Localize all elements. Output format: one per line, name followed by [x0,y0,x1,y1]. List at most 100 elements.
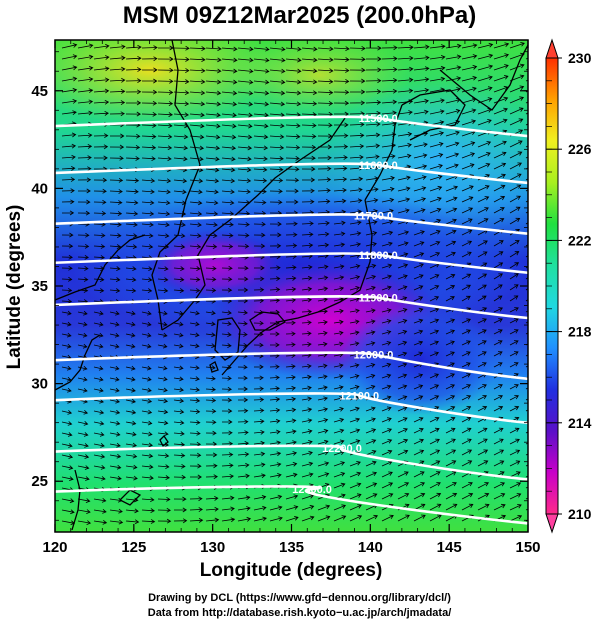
wind-arrow [173,332,184,338]
wind-arrow [157,101,174,106]
wind-arrow [317,101,334,106]
wind-arrow [205,211,219,217]
wind-arrow [93,399,104,404]
wind-arrow [429,373,440,379]
wind-arrow [413,438,425,445]
x-tick-label: 120 [42,539,67,556]
wind-arrow [61,188,75,194]
wind-arrow [221,364,232,370]
wind-arrow [173,398,185,404]
wind-arrow [397,340,408,346]
wind-arrow [157,332,168,338]
wind-arrow [253,156,268,162]
wind-arrow [381,319,392,324]
wind-arrow [125,211,139,217]
wind-arrow [109,475,122,481]
wind-arrow [461,108,477,115]
wind-arrow [301,90,318,96]
wind-arrow [509,262,520,269]
wind-arrow [269,386,280,391]
colorbar-tick-label: 222 [568,232,592,248]
wind-arrow [141,45,158,51]
wind-arrow [349,209,363,215]
wind-arrow [333,341,344,347]
wind-arrow [109,431,121,437]
wind-arrow [461,240,473,247]
wind-arrow [397,514,410,522]
wind-arrow [221,441,234,447]
wind-arrow [461,152,476,159]
wind-arrow [333,461,346,467]
wind-arrow [445,130,460,137]
wind-arrow [237,419,249,425]
wind-arrow [285,188,299,194]
wind-arrow [477,405,488,412]
wind-arrow [493,340,503,346]
wind-arrow [509,140,523,148]
wind-arrow [381,175,395,181]
wind-arrow [285,232,298,238]
wind-arrow [445,87,461,93]
wind-arrow [349,341,360,347]
wind-arrow [61,365,72,371]
wind-arrow [349,461,361,467]
wind-arrow [493,427,504,434]
wind-arrow [269,429,281,435]
wind-arrow [333,264,345,270]
wind-arrow [365,285,376,291]
wind-arrow [333,472,346,478]
wind-arrow [221,276,233,282]
wind-arrow [253,134,269,140]
wind-arrow [173,507,187,513]
wind-arrow [397,186,411,192]
wind-arrow [461,141,476,148]
wind-arrow [413,492,426,500]
wind-arrow [189,46,206,51]
wind-arrow [461,163,475,170]
wind-arrow [173,463,186,469]
wind-arrow [77,77,94,82]
wind-arrow [493,96,509,104]
wind-arrow [189,112,205,118]
wind-arrow [397,449,409,456]
wind-arrow [317,133,333,139]
wind-arrow [397,329,408,335]
wind-arrow [237,90,254,96]
wind-arrow [61,99,78,104]
wind-arrow [173,343,184,349]
wind-arrow [125,189,139,194]
wind-arrow [333,417,345,423]
wind-arrow [349,374,360,379]
wind-arrow [237,178,252,184]
wind-arrow [61,254,73,260]
wind-arrow [205,90,222,96]
wind-arrow [205,310,216,316]
wind-arrow [349,330,360,336]
wind-arrow [413,153,428,159]
wind-arrow [365,439,377,445]
wind-arrow [125,89,142,95]
wind-arrow [189,463,202,469]
wind-arrow [61,321,72,327]
wind-arrow [189,507,203,513]
wind-arrow [77,166,92,172]
wind-arrow [413,384,424,390]
wind-arrow [477,75,493,82]
wind-arrow [445,251,456,258]
wind-arrow [93,410,105,415]
wind-arrow [301,440,313,445]
wind-arrow [173,277,185,282]
wind-arrow [141,244,154,250]
wind-arrow [493,240,504,247]
wind-arrow [205,452,218,458]
wind-arrow [157,266,169,272]
wind-arrow [93,321,104,327]
wind-arrow [157,518,172,524]
wind-arrow [509,284,519,291]
wind-arrow [93,443,105,448]
wind-arrow [493,107,508,115]
contour-labels: 11500.0 11600.0 11700.0 11800.0 11900.0 12000… [292,113,398,496]
wind-arrow [461,395,472,401]
wind-arrow [205,430,217,436]
wind-arrow [301,374,312,380]
